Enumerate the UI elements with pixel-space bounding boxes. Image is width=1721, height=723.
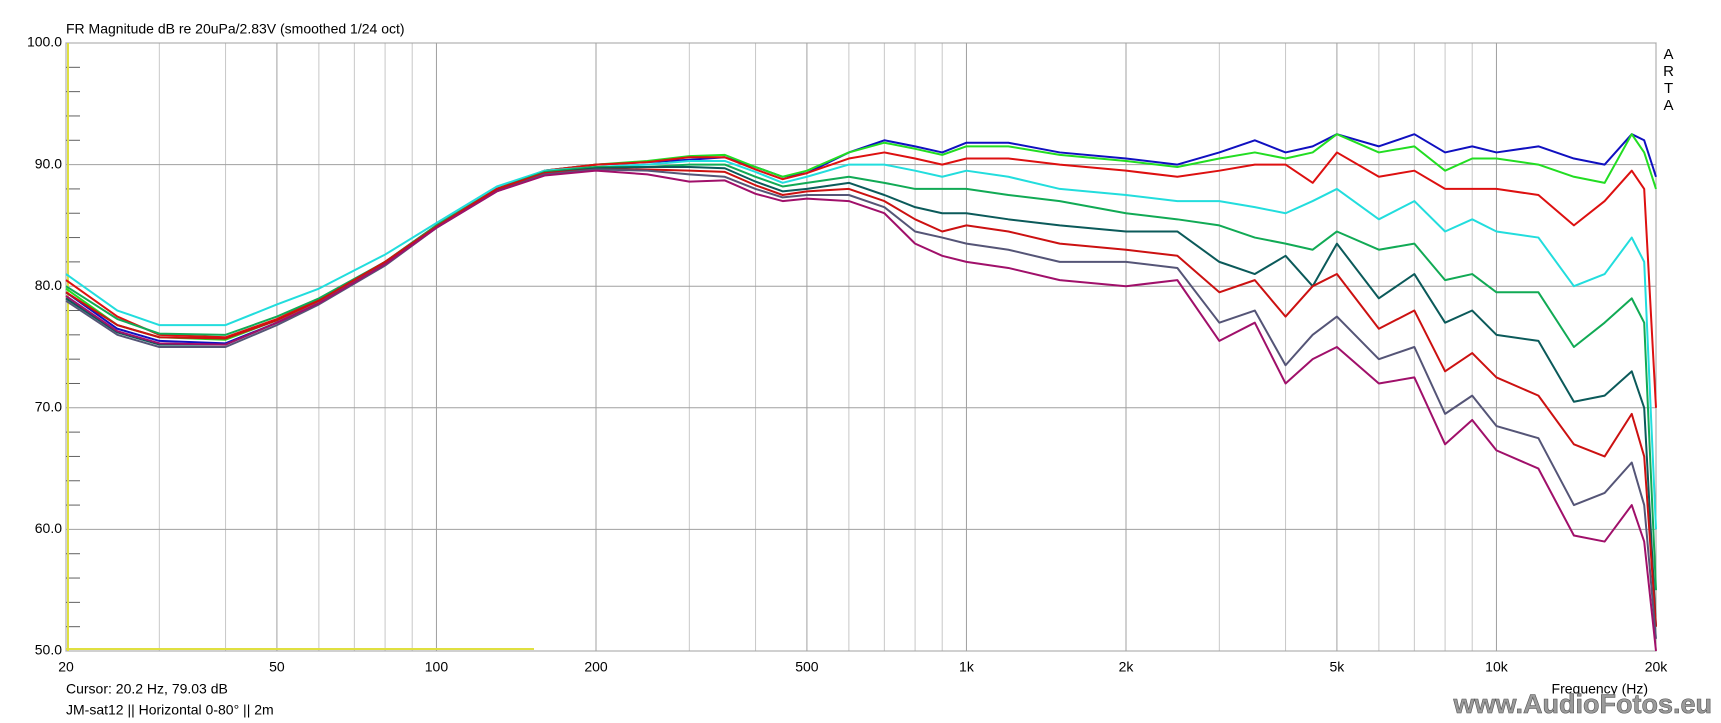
cursor-readout: Cursor: 20.2 Hz, 79.03 dB	[66, 681, 228, 697]
y-tick-label: 70.0	[35, 399, 62, 415]
x-tick-label: 20k	[1645, 659, 1669, 675]
x-tick-label: 20	[58, 659, 74, 675]
series-line	[65, 159, 1657, 530]
brand: ARTA	[1660, 46, 1677, 114]
x-tick-label: 100	[425, 659, 449, 675]
series-line	[65, 168, 1657, 627]
x-tick-label: 500	[795, 659, 819, 675]
caption: JM-sat12 || Horizontal 0-80° || 2m	[66, 702, 274, 718]
y-tick-label: 100.0	[27, 34, 62, 50]
x-tick-label: 10k	[1485, 659, 1509, 675]
x-tick-label: 200	[584, 659, 608, 675]
plot-area	[65, 42, 1657, 652]
x-tick-label: 5k	[1330, 659, 1346, 675]
series-line	[65, 169, 1657, 652]
x-tick-label: 50	[269, 659, 285, 675]
y-tick-label: 50.0	[35, 642, 62, 658]
y-tick-label: 60.0	[35, 520, 62, 536]
y-tick-label: 90.0	[35, 155, 62, 171]
chart-title: FR Magnitude dB re 20uPa/2.83V (smoothed…	[66, 21, 405, 37]
watermark: www.AudioFotos.eu	[1453, 689, 1712, 719]
x-tick-label: 1k	[959, 659, 975, 675]
x-axis-label: Frequency (Hz)	[1552, 681, 1648, 697]
y-tick-label: 80.0	[35, 277, 62, 293]
x-tick-label: 2k	[1119, 659, 1135, 675]
